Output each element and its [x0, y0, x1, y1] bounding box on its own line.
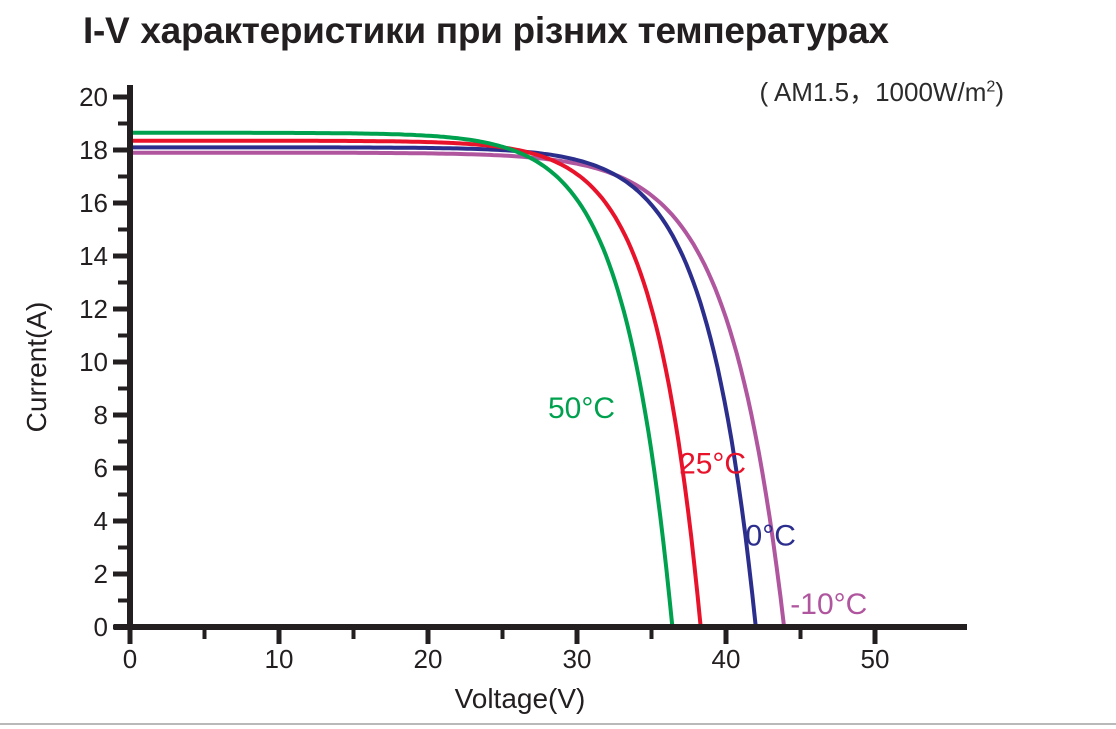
- y-tick-label: 4: [94, 506, 108, 536]
- iv-curve-25c: [128, 138, 703, 629]
- test-conditions-annotation: ( AM1.5，1000W/m2): [760, 72, 1005, 109]
- y-tick-label: 10: [79, 347, 108, 377]
- y-tick-label: 6: [94, 453, 108, 483]
- y-tick-label: 20: [79, 82, 108, 112]
- curve-label-minus10c: -10°C: [790, 588, 867, 621]
- curve-label-0c: 0°C: [746, 519, 796, 552]
- page-bottom-divider: [0, 723, 1116, 725]
- test-conditions-text: ( AM1.5，1000W/m: [759, 77, 987, 107]
- curves-group: [128, 130, 787, 629]
- tick-labels-group: 0 10 20 30 40 50 0 2 4 6 8 10 12 14 16 18 20: [79, 82, 889, 674]
- curve-label-25c: 25°C: [679, 448, 746, 481]
- y-tick-label: 14: [79, 241, 108, 271]
- x-axis-label: Voltage(V): [455, 683, 586, 714]
- y-tick-label: 18: [79, 135, 108, 165]
- chart-title: I-V характеристики при різних температура…: [83, 10, 889, 52]
- y-tick-label: 8: [94, 400, 108, 430]
- x-tick-label: 0: [123, 644, 137, 674]
- test-conditions-close: ): [995, 77, 1004, 107]
- iv-curve-minus10c: [128, 150, 787, 629]
- curve-label-50c: 50°C: [548, 392, 615, 425]
- chart-title-text: характеристики при різних температурах: [140, 10, 889, 51]
- iv-curve-0c: [128, 145, 758, 629]
- x-tick-label: 20: [414, 644, 443, 674]
- x-tick-label: 50: [861, 644, 890, 674]
- x-tick-label: 30: [563, 644, 592, 674]
- iv-curve-50c: [128, 130, 675, 629]
- x-tick-label: 40: [712, 644, 741, 674]
- test-conditions-superscript: 2: [986, 77, 996, 96]
- y-tick-label: 12: [79, 294, 108, 324]
- y-tick-label: 2: [94, 559, 108, 589]
- axes-group: [113, 85, 967, 644]
- y-axis-label: Current(A): [21, 302, 52, 433]
- chart-title-prefix: I-V: [83, 10, 130, 51]
- series-labels-group: 50°C 25°C 0°C -10°C: [548, 392, 867, 621]
- y-tick-label: 16: [79, 188, 108, 218]
- x-tick-label: 10: [265, 644, 294, 674]
- y-tick-label: 0: [94, 612, 108, 642]
